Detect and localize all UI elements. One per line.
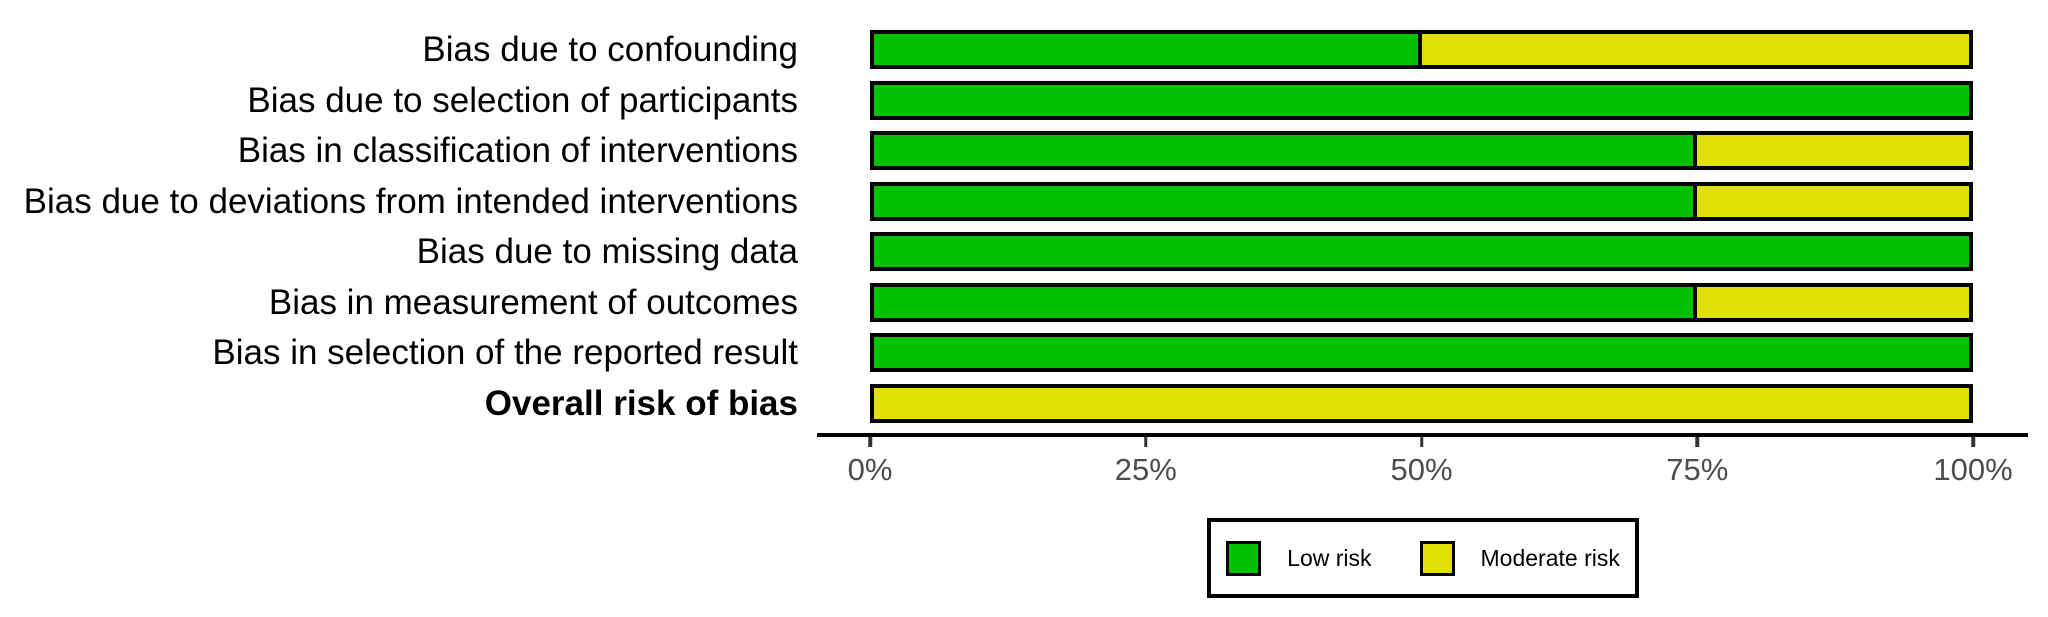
bar-segment-low-risk <box>870 333 1973 372</box>
x-tick-label: 50% <box>1390 452 1453 487</box>
category-label: Overall risk of bias <box>484 383 798 423</box>
legend-item-low-risk: Low risk <box>1226 540 1372 576</box>
chart-row: Bias in measurement of outcomes <box>0 282 1973 322</box>
stacked-bar <box>870 333 1973 372</box>
stacked-bar <box>870 282 1973 322</box>
tick-mark <box>1695 437 1699 447</box>
category-label: Bias due to confounding <box>422 30 798 69</box>
bar-segment-low-risk <box>870 131 1698 170</box>
legend-box: Low risk Moderate risk <box>1207 518 1639 598</box>
category-label: Bias in classification of interventions <box>237 131 798 170</box>
chart-row: Bias due to selection of participants <box>0 80 1973 120</box>
chart-row: Bias in selection of the reported result <box>0 333 1973 372</box>
bar-segment-low-risk <box>870 80 1973 120</box>
bar-segment-moderate-risk <box>1697 181 1973 221</box>
chart-row: Bias in classification of interventions <box>0 131 1973 170</box>
stacked-bar <box>870 30 1973 69</box>
bar-segment-low-risk <box>870 232 1973 271</box>
category-label: Bias in measurement of outcomes <box>268 282 798 322</box>
bar-segment-low-risk <box>870 282 1698 322</box>
stacked-bar <box>870 181 1973 221</box>
chart-row: Bias due to missing data <box>0 232 1973 271</box>
tick-mark <box>1144 437 1148 447</box>
stacked-bar <box>870 80 1973 120</box>
x-axis-line <box>817 433 2028 437</box>
tick-mark <box>1971 437 1975 447</box>
legend-swatch-low-risk <box>1226 540 1262 576</box>
x-tick-label: 75% <box>1666 452 1729 487</box>
legend-label: Low risk <box>1287 544 1372 571</box>
category-label: Bias due to missing data <box>416 232 798 271</box>
legend-label: Moderate risk <box>1480 544 1620 571</box>
legend-item-moderate-risk: Moderate risk <box>1419 540 1620 576</box>
x-tick-label: 25% <box>1114 452 1177 487</box>
x-tick-label: 100% <box>1933 452 2013 487</box>
bar-segment-moderate-risk <box>1697 131 1973 170</box>
chart-row: Bias due to deviations from intended int… <box>0 181 1973 221</box>
x-axis-ticks: 0% 25% 50% 75% 100% <box>848 437 2013 497</box>
x-tick-label: 0% <box>847 452 893 487</box>
bar-segment-low-risk <box>870 30 1422 69</box>
bar-segment-moderate-risk <box>1421 30 1973 69</box>
legend-swatch-moderate-risk <box>1419 540 1455 576</box>
bar-rows: Bias due to confounding Bias due to sele… <box>0 30 1973 423</box>
bar-segment-low-risk <box>870 181 1698 221</box>
stacked-bar <box>870 383 1973 423</box>
chart-row-overall: Overall risk of bias <box>0 383 1973 423</box>
tick-mark <box>1419 437 1424 447</box>
category-label: Bias due to deviations from intended int… <box>23 181 798 221</box>
tick-mark <box>868 437 872 447</box>
category-label: Bias due to selection of participants <box>247 80 798 120</box>
chart-row: Bias due to confounding <box>0 30 1973 69</box>
bar-segment-moderate-risk <box>1697 282 1973 322</box>
bar-segment-moderate-risk <box>870 383 1973 423</box>
category-label: Bias in selection of the reported result <box>212 333 798 372</box>
stacked-bar <box>870 232 1973 271</box>
stacked-bar <box>870 131 1973 170</box>
